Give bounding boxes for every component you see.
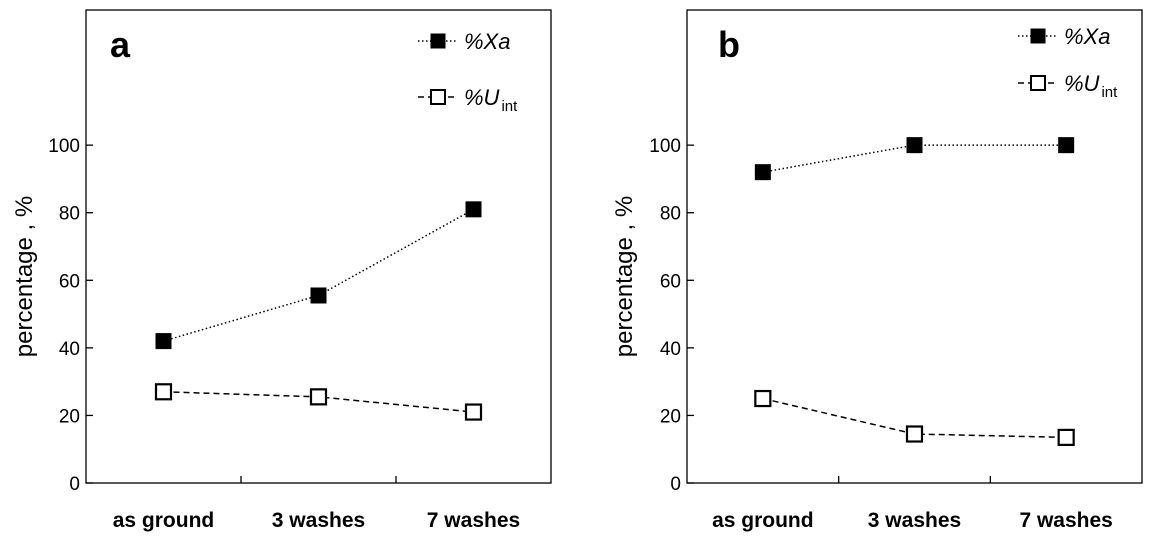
plot-frame bbox=[686, 9, 1143, 484]
y-tick-label: 0 bbox=[670, 474, 681, 495]
data-point bbox=[155, 333, 172, 350]
x-tick-label: 7 washes bbox=[427, 509, 520, 532]
series-xa bbox=[155, 201, 482, 350]
x-tick-label: as ground bbox=[712, 509, 814, 532]
series-xa bbox=[754, 137, 1075, 181]
data-point bbox=[310, 287, 327, 304]
y-axis-title: percentage , % bbox=[11, 196, 38, 357]
y-tick-label: 20 bbox=[660, 406, 681, 427]
series-line bbox=[163, 208, 474, 342]
y-tick-label: 80 bbox=[660, 204, 681, 225]
legend-label-subscript: int bbox=[1101, 84, 1118, 101]
data-point bbox=[465, 201, 482, 218]
data-point bbox=[154, 383, 173, 401]
series-uint bbox=[754, 389, 1075, 446]
legend-marker bbox=[1030, 75, 1046, 91]
panel-letter: b bbox=[718, 24, 740, 65]
data-point bbox=[1057, 428, 1075, 446]
y-tick-label: 40 bbox=[660, 339, 681, 360]
data-point bbox=[906, 137, 923, 154]
legend-marker bbox=[430, 89, 446, 105]
legend-label: %Xa bbox=[464, 29, 510, 54]
data-point bbox=[1058, 137, 1075, 154]
legend-label-main: %U bbox=[464, 85, 500, 110]
x-tick-label: as ground bbox=[113, 509, 215, 532]
y-tick-label: 80 bbox=[59, 204, 80, 225]
chart-panel-a: 0 20 40 60 80 100 as ground 3 washes 7 washes per… bbox=[11, 9, 552, 532]
y-tick-label: 60 bbox=[59, 271, 80, 292]
series-uint bbox=[154, 383, 483, 421]
y-tick-label: 20 bbox=[59, 406, 80, 427]
legend-marker bbox=[1030, 28, 1046, 44]
legend-label: %U int bbox=[1064, 71, 1118, 101]
y-tick-label: 0 bbox=[69, 474, 80, 495]
data-point bbox=[309, 388, 328, 406]
panel-letter: a bbox=[110, 24, 131, 65]
y-tick-label: 100 bbox=[48, 136, 80, 157]
legend-marker bbox=[430, 33, 446, 49]
y-axis-title: percentage , % bbox=[611, 196, 638, 357]
legend-label: %Xa bbox=[1064, 24, 1110, 49]
y-tick-label: 60 bbox=[660, 271, 681, 292]
y-tick-label: 40 bbox=[59, 339, 80, 360]
legend-label-main: %Xa bbox=[1064, 24, 1110, 49]
legend-label-main: %Xa bbox=[464, 29, 510, 54]
x-tick-label: 3 washes bbox=[272, 509, 365, 532]
legend-label-subscript: int bbox=[501, 98, 518, 115]
x-tick-label: 3 washes bbox=[868, 509, 961, 532]
data-point bbox=[905, 425, 924, 443]
legend-label-main: %U bbox=[1064, 71, 1100, 96]
legend-label: %U int bbox=[464, 85, 518, 115]
chart-panel-b: 0 20 40 60 80 100 as ground 3 washes 7 washes per… bbox=[611, 9, 1143, 532]
data-point bbox=[464, 403, 483, 421]
y-tick-label: 100 bbox=[649, 136, 681, 157]
data-point bbox=[754, 164, 771, 181]
data-point bbox=[754, 389, 772, 408]
x-tick-label: 7 washes bbox=[1019, 509, 1112, 532]
plot-frame bbox=[85, 9, 552, 484]
